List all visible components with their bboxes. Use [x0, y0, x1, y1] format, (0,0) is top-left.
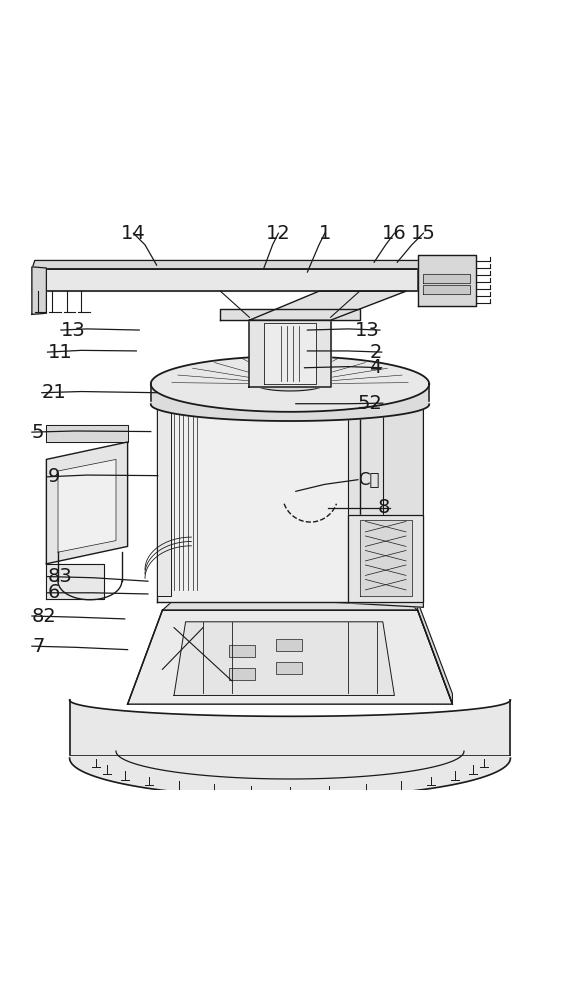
Text: 83: 83: [48, 567, 72, 586]
Text: C轴: C轴: [358, 471, 379, 489]
Text: 11: 11: [48, 343, 72, 362]
Text: 4: 4: [369, 358, 382, 377]
Polygon shape: [32, 269, 418, 291]
Bar: [229, 668, 255, 680]
Text: 14: 14: [121, 224, 146, 243]
Text: 9: 9: [48, 467, 60, 486]
Polygon shape: [423, 285, 470, 294]
Polygon shape: [46, 425, 128, 442]
Polygon shape: [70, 755, 510, 798]
Polygon shape: [423, 274, 470, 282]
Polygon shape: [220, 309, 360, 320]
Polygon shape: [319, 396, 423, 607]
Text: 13: 13: [355, 321, 380, 340]
Polygon shape: [157, 396, 360, 601]
Text: 8: 8: [378, 498, 390, 517]
Polygon shape: [46, 442, 128, 564]
Text: 15: 15: [411, 224, 436, 243]
Bar: [276, 662, 302, 674]
Polygon shape: [255, 377, 325, 391]
Text: 21: 21: [42, 383, 67, 402]
Polygon shape: [46, 564, 104, 599]
Text: 2: 2: [369, 343, 382, 362]
Polygon shape: [418, 601, 452, 704]
Polygon shape: [128, 610, 452, 704]
Text: 1: 1: [318, 224, 331, 243]
Polygon shape: [418, 255, 476, 306]
Text: 16: 16: [382, 224, 407, 243]
Bar: [276, 639, 302, 651]
Text: 12: 12: [266, 224, 291, 243]
Polygon shape: [162, 600, 418, 610]
Polygon shape: [151, 356, 429, 412]
Text: 6: 6: [48, 583, 60, 602]
Text: 13: 13: [61, 321, 86, 340]
Polygon shape: [32, 267, 46, 314]
Polygon shape: [249, 320, 331, 387]
Polygon shape: [70, 700, 510, 798]
Polygon shape: [58, 459, 116, 552]
Polygon shape: [157, 396, 171, 596]
Polygon shape: [151, 384, 429, 421]
Polygon shape: [360, 520, 412, 596]
Polygon shape: [264, 323, 316, 384]
Text: 7: 7: [32, 637, 44, 656]
Text: 52: 52: [358, 394, 383, 413]
Text: 5: 5: [32, 423, 45, 442]
Polygon shape: [348, 514, 423, 601]
Text: 82: 82: [32, 606, 57, 626]
Polygon shape: [32, 260, 426, 269]
Polygon shape: [174, 622, 394, 695]
Polygon shape: [348, 396, 383, 601]
Polygon shape: [249, 291, 406, 320]
Bar: [229, 645, 255, 657]
